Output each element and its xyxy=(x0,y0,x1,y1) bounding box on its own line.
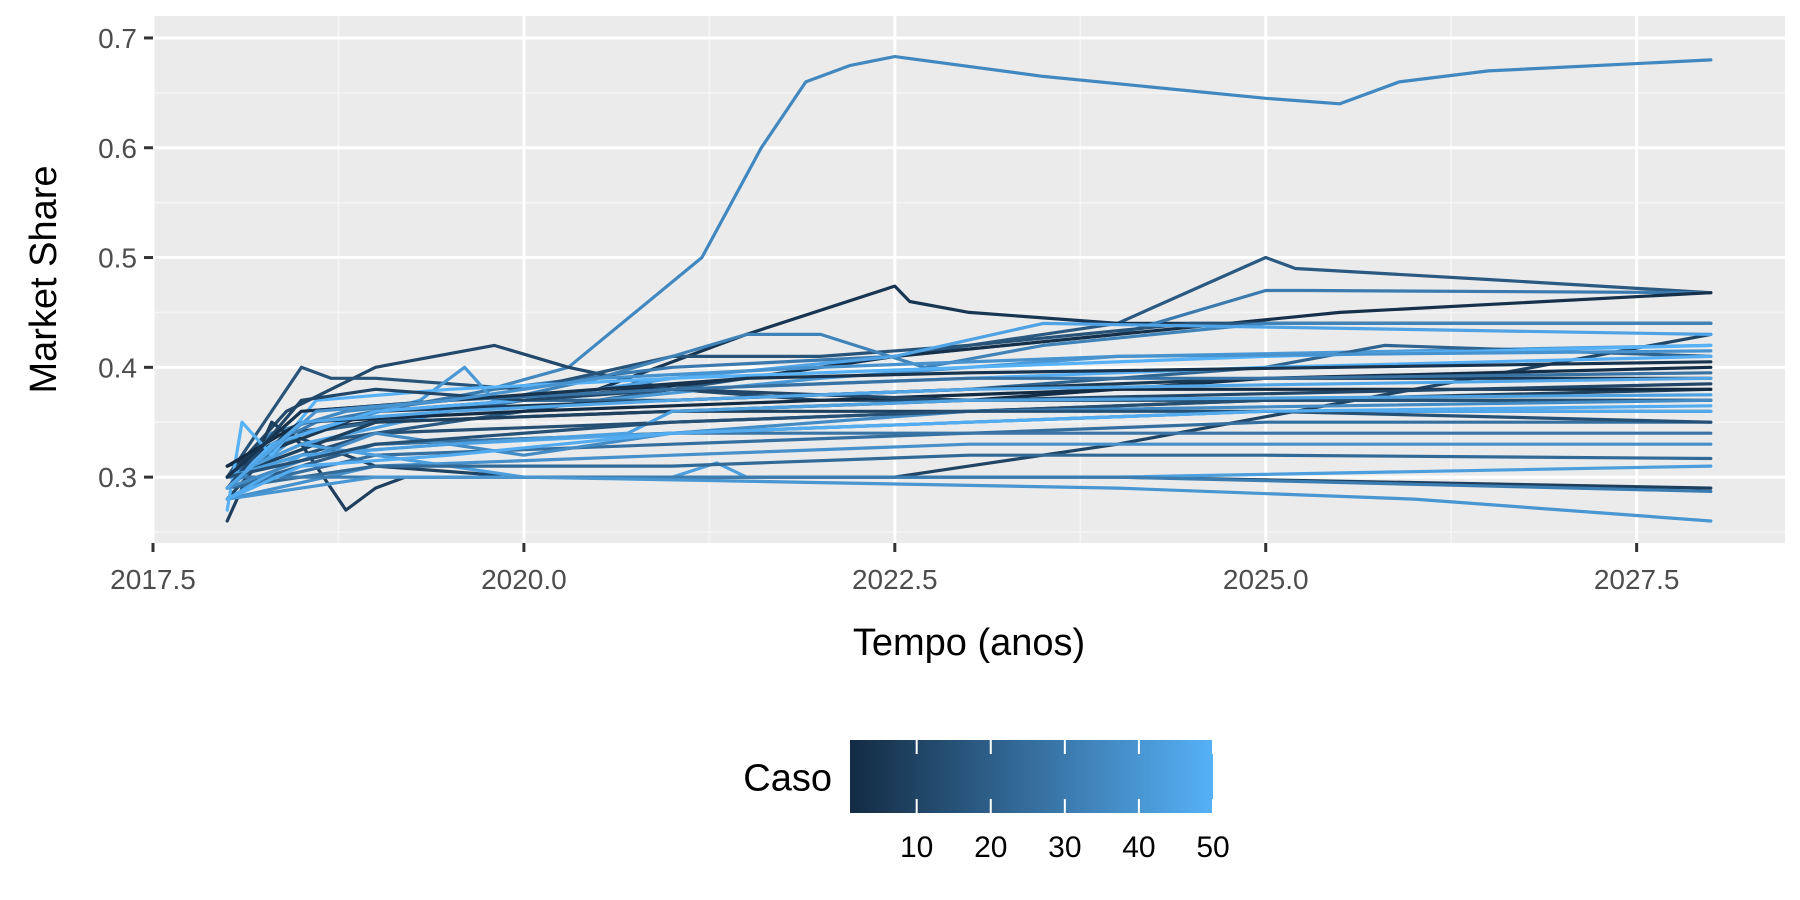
x-axis: 2017.5 2020.0 2022.5 2025.0 2027.5 xyxy=(110,543,1679,595)
series-line-caso-40 xyxy=(225,475,1713,523)
series-lines xyxy=(225,55,1713,523)
series-line-caso-48 xyxy=(225,404,1713,501)
series-line-caso-16 xyxy=(225,321,1713,479)
series-line-caso-1 xyxy=(225,387,1713,468)
colorbar-label: 50 xyxy=(1196,831,1229,864)
y-tick-label: 0.4 xyxy=(98,352,137,383)
series-line-caso-36 xyxy=(225,398,1713,490)
colorbar-label: 40 xyxy=(1122,831,1155,864)
series-line-caso-31 xyxy=(225,475,1713,493)
series-line-caso-38 xyxy=(225,442,1713,501)
y-axis-title: Market Share xyxy=(23,165,65,393)
series-line-caso-26 xyxy=(225,420,1713,490)
colorbar xyxy=(850,740,1213,813)
series-line-caso-46 xyxy=(225,376,1713,490)
y-axis: 0.3 0.4 0.5 0.6 0.7 xyxy=(98,23,153,493)
legend-title: Caso xyxy=(743,758,832,800)
y-tick-label: 0.3 xyxy=(98,462,137,493)
colorbar-label: 10 xyxy=(900,831,933,864)
colorbar-label: 20 xyxy=(974,831,1007,864)
series-line-caso-50 xyxy=(225,343,1713,512)
series-line-caso-44 xyxy=(225,393,1713,479)
y-tick-label: 0.7 xyxy=(98,23,137,54)
x-tick-label: 2025.0 xyxy=(1223,564,1309,595)
x-tick-label: 2017.5 xyxy=(110,564,196,595)
colorbar-legend: Caso 10 20 30 40 50 xyxy=(743,740,1230,864)
series-line-caso-24 xyxy=(225,453,1713,490)
x-axis-title: Tempo (anos) xyxy=(853,622,1085,664)
x-tick-label: 2022.5 xyxy=(852,564,938,595)
series-line-caso-15 xyxy=(225,409,1713,479)
x-tick-label: 2020.0 xyxy=(481,564,567,595)
colorbar-ticks: 10 20 30 40 50 xyxy=(900,740,1230,864)
series-line-caso-4 xyxy=(225,360,1713,479)
colorbar-label: 30 xyxy=(1048,831,1081,864)
y-tick-label: 0.6 xyxy=(98,133,137,164)
x-tick-label: 2027.5 xyxy=(1594,564,1680,595)
series-line-caso-39 xyxy=(225,349,1713,490)
y-tick-label: 0.5 xyxy=(98,243,137,274)
